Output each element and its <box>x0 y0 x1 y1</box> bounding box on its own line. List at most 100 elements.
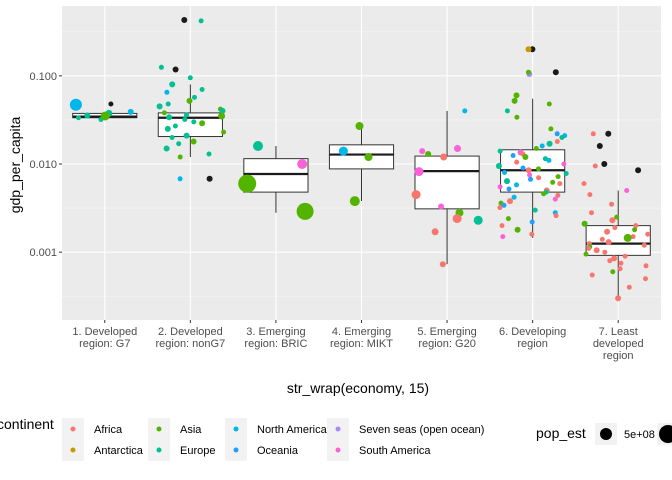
data-point <box>440 153 448 161</box>
data-point <box>548 126 554 132</box>
data-point <box>618 260 624 266</box>
legend-swatch <box>70 447 76 453</box>
legend-swatch <box>70 426 76 432</box>
data-point <box>172 123 178 129</box>
data-point <box>253 141 263 151</box>
data-point <box>100 111 110 121</box>
y-axis: 0.001 0.010 0.100 <box>29 71 62 259</box>
data-point <box>187 75 193 81</box>
data-point <box>602 249 608 255</box>
data-point <box>497 205 503 211</box>
legend-pop-marker-large <box>659 425 672 443</box>
legend-item-oceania: Oceania <box>225 439 299 461</box>
data-point <box>526 69 531 75</box>
x-tick-label: 4. Emerging region: MIKT <box>330 326 393 350</box>
legend-pop-marker <box>600 428 612 440</box>
data-point <box>546 140 553 147</box>
data-point <box>158 64 164 70</box>
data-point <box>614 214 620 220</box>
legend-swatch <box>156 426 162 432</box>
y-axis-title: gdp_per_capita <box>7 117 23 214</box>
data-point <box>500 234 506 240</box>
data-point <box>364 153 373 161</box>
x-tick-label: 7. Least developed region <box>593 326 644 362</box>
data-point <box>514 159 520 165</box>
data-point <box>454 145 461 152</box>
data-point <box>643 276 648 282</box>
data-point <box>586 246 592 251</box>
data-point <box>513 92 520 99</box>
data-point <box>108 101 114 107</box>
data-point <box>546 101 552 107</box>
data-point <box>349 196 360 207</box>
data-point <box>539 143 545 149</box>
data-point <box>605 130 612 137</box>
data-point <box>590 131 596 137</box>
data-point <box>592 163 598 169</box>
data-point <box>555 192 561 198</box>
data-point <box>501 202 507 208</box>
data-point <box>587 192 593 198</box>
y-tick-label: 0.001 <box>29 247 57 259</box>
data-point <box>218 112 226 120</box>
legend-item-europe: Europe <box>148 439 215 461</box>
data-point <box>514 114 520 120</box>
legend-label: North America <box>257 424 328 436</box>
legend: continent pop_est 5e+08 Africa Antarctica… <box>0 416 672 461</box>
x-axis-title: str_wrap(economy, 15) <box>287 380 429 396</box>
legend-label: Asia <box>180 424 202 436</box>
data-point <box>552 196 558 202</box>
data-point <box>502 170 507 175</box>
legend-swatch <box>335 447 341 453</box>
data-point <box>522 154 529 160</box>
data-point <box>183 132 190 139</box>
data-point <box>506 186 512 192</box>
data-point <box>605 239 612 246</box>
data-point <box>609 217 616 224</box>
data-point <box>177 154 183 160</box>
box-5 <box>414 110 480 265</box>
data-point <box>504 178 510 185</box>
data-point <box>164 89 170 95</box>
data-point <box>206 175 213 182</box>
data-point <box>583 251 589 257</box>
data-point <box>199 87 205 92</box>
data-point <box>177 176 183 182</box>
data-point <box>635 167 642 174</box>
data-point <box>529 219 535 225</box>
data-point <box>536 175 542 181</box>
data-point <box>541 191 547 197</box>
data-point <box>532 207 538 213</box>
data-point <box>172 66 179 73</box>
data-point <box>581 220 588 227</box>
data-point <box>297 159 308 169</box>
data-point <box>554 131 560 137</box>
data-point <box>238 174 257 193</box>
data-point <box>165 101 171 107</box>
data-point <box>438 203 445 210</box>
data-point <box>127 108 134 115</box>
legend-title-continent: continent <box>0 416 54 432</box>
data-point <box>495 163 502 169</box>
data-point <box>505 216 511 222</box>
data-point <box>161 110 167 116</box>
x-tick-label: 6. Developing region <box>499 326 566 350</box>
y-tick-label: 0.010 <box>29 159 57 171</box>
data-point <box>511 194 517 200</box>
data-point <box>528 176 533 182</box>
data-point <box>338 146 348 156</box>
data-point <box>169 135 175 140</box>
legend-item-africa: Africa <box>62 418 123 440</box>
data-point <box>184 112 189 118</box>
data-point <box>497 148 503 154</box>
data-point <box>533 146 539 151</box>
legend-swatch <box>233 447 239 453</box>
data-point <box>414 167 424 177</box>
data-point <box>546 157 552 163</box>
data-point <box>510 153 516 158</box>
data-point <box>507 198 513 205</box>
legend-item-north-america: North America <box>225 418 328 440</box>
legend-label: Oceania <box>257 445 299 457</box>
data-point <box>520 165 526 171</box>
